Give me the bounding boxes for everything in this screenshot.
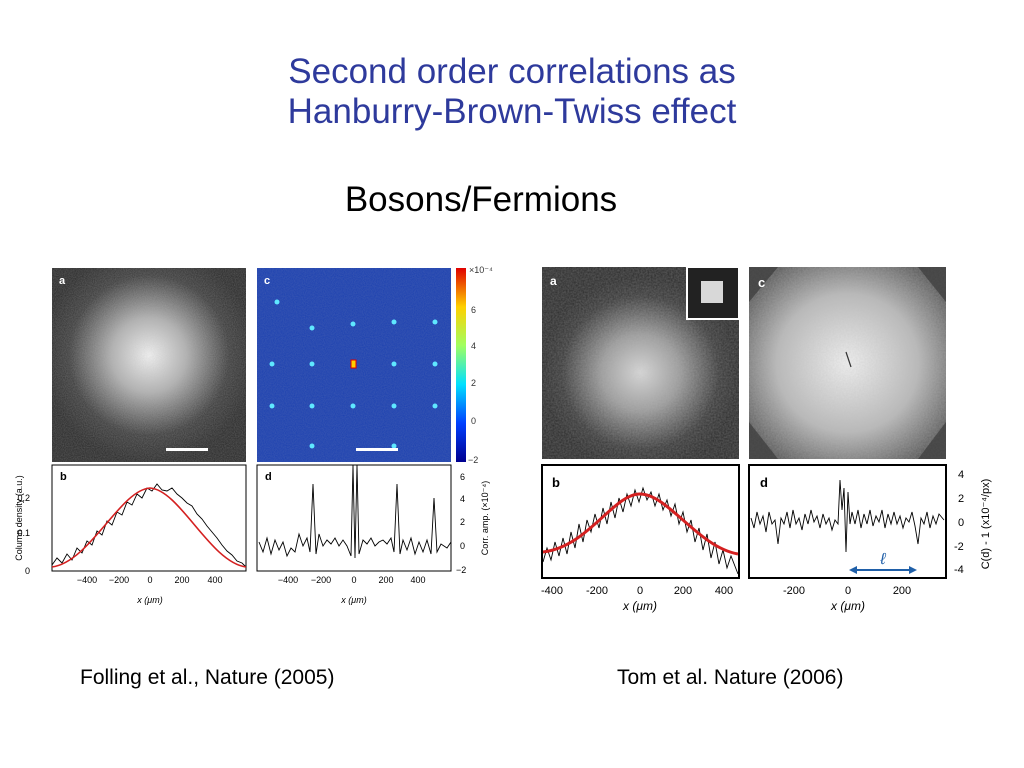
panel-a-density-image: a xyxy=(542,266,740,459)
x-axis-label: x (μm) xyxy=(830,599,865,613)
panel-d-correlation-profile: d ℓ -200 0 200 x (μm) 4 2 0 -2 -4 C(d) -… xyxy=(748,464,992,613)
title-line-1: Second order correlations as xyxy=(288,52,736,91)
x-tick: 200 xyxy=(174,575,189,585)
x-tick: 400 xyxy=(207,575,222,585)
scale-bar xyxy=(356,448,398,451)
panel-a-label: a xyxy=(59,275,66,287)
x-tick: 0 xyxy=(351,575,356,585)
y-tick: 0.2 xyxy=(17,493,30,503)
figure-folling: a c ×10⁻⁴ 6 4 2 0 −2 b 0.2 0.1 0 −400 −2… xyxy=(10,262,515,617)
x-axis-label: x (μm) xyxy=(622,599,657,613)
y-tick: -4 xyxy=(954,564,964,576)
inset-image xyxy=(686,266,740,320)
y-axis-label: Corr. amp. (×10⁻⁴) xyxy=(480,481,490,555)
panel-d-correlation-profile: d 6 4 2 0 −2 −400 −200 0 200 400 x (μm) … xyxy=(256,464,490,605)
gaussian-fit xyxy=(51,487,247,568)
y-axis-label: Column density (a.u.) xyxy=(14,475,24,561)
y-tick: 0 xyxy=(958,517,964,529)
noisy-profile xyxy=(542,486,739,575)
colorbar-tick: 6 xyxy=(471,305,476,315)
x-tick: 200 xyxy=(674,585,692,597)
colorbar-tick: −2 xyxy=(468,455,478,465)
x-tick: 0 xyxy=(845,585,851,597)
colorbar-tick: 0 xyxy=(471,416,476,426)
panel-c-label: c xyxy=(758,275,765,290)
panel-c-correlation-image: c xyxy=(749,267,946,459)
x-tick: 200 xyxy=(893,585,911,597)
correlation-trace xyxy=(750,479,945,553)
y-tick: 0 xyxy=(25,566,30,576)
x-tick: −200 xyxy=(109,575,129,585)
panel-d-label: d xyxy=(760,475,768,490)
panel-a-density-image: a xyxy=(52,268,246,462)
figure-tom: a c b -400 -200 0 200 400 x (μm) d xyxy=(538,262,998,627)
x-tick: -200 xyxy=(586,585,608,597)
panel-b-density-profile: b 0.2 0.1 0 −400 −200 0 200 400 x (μm) C… xyxy=(14,464,247,605)
y-tick: 6 xyxy=(460,472,465,482)
x-tick: −400 xyxy=(77,575,97,585)
x-tick: −200 xyxy=(311,575,331,585)
panel-a-label: a xyxy=(550,274,557,288)
colorbar-tick: 2 xyxy=(471,378,476,388)
panel-c-label: c xyxy=(264,275,270,287)
correlation-trace xyxy=(258,464,452,559)
x-tick: −400 xyxy=(278,575,298,585)
x-tick: 200 xyxy=(378,575,393,585)
panel-b-density-profile: b -400 -200 0 200 400 x (μm) xyxy=(541,464,740,613)
slide-title: Second order correlations as Hanburry-Br… xyxy=(0,52,1024,132)
slide-subtitle: Bosons/Fermions xyxy=(344,180,618,219)
x-tick: 400 xyxy=(715,585,733,597)
arrow-label: ℓ xyxy=(879,551,886,568)
x-tick: 0 xyxy=(637,585,643,597)
x-tick: -200 xyxy=(783,585,805,597)
gaussian-fit xyxy=(542,492,739,556)
y-tick: -2 xyxy=(954,541,964,553)
panel-c-correlation-map: c ×10⁻⁴ 6 4 2 0 −2 xyxy=(257,265,493,465)
x-axis-label: x (μm) xyxy=(340,595,366,605)
y-axis-label: C(d) - 1 (x10⁻⁴/px) xyxy=(980,479,992,570)
x-axis-label: x (μm) xyxy=(136,595,162,605)
title-line-2: Hanburry-Brown-Twiss effect xyxy=(287,92,737,131)
panel-d-label: d xyxy=(265,471,272,483)
y-tick: 0.1 xyxy=(17,528,30,538)
y-tick: −2 xyxy=(456,565,466,575)
caption-folling: Folling et al., Nature (2005) xyxy=(80,666,335,689)
length-arrow: ℓ xyxy=(849,551,917,574)
y-tick: 4 xyxy=(958,469,964,481)
y-tick: 2 xyxy=(460,517,465,527)
panel-b-label: b xyxy=(552,475,560,490)
x-tick: 400 xyxy=(410,575,425,585)
scale-bar xyxy=(166,448,208,451)
colorbar-tick: 4 xyxy=(471,341,476,351)
colorbar xyxy=(456,268,466,462)
x-tick: -400 xyxy=(541,585,563,597)
caption-tom: Tom et al. Nature (2006) xyxy=(617,666,844,689)
y-tick: 0 xyxy=(460,541,465,551)
colorbar-exponent: ×10⁻⁴ xyxy=(469,265,493,275)
x-tick: 0 xyxy=(147,575,152,585)
y-tick: 2 xyxy=(958,493,964,505)
y-tick: 4 xyxy=(460,494,465,504)
panel-b-label: b xyxy=(60,471,67,483)
